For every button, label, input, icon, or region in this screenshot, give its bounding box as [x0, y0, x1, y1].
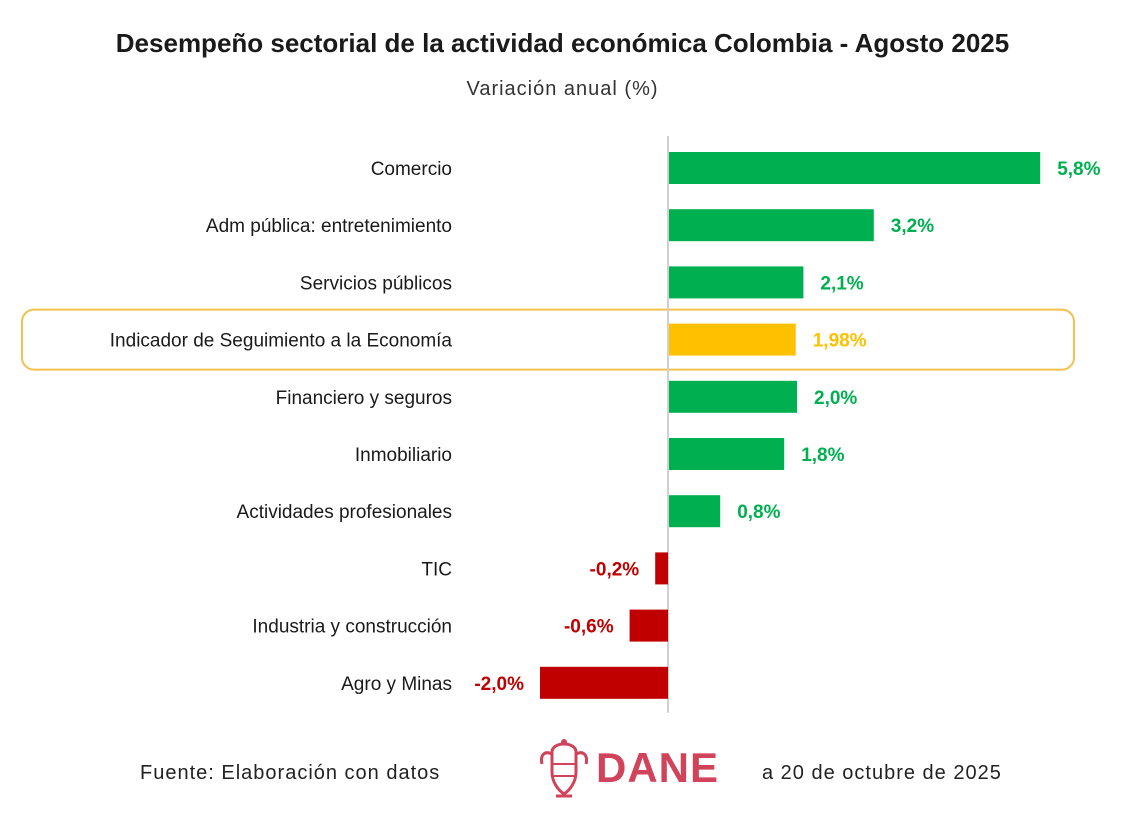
category-label: Adm pública: entretenimiento [206, 216, 452, 237]
bar-2 [669, 209, 874, 242]
chart-title: Desempeño sectorial de la actividad econ… [115, 28, 1010, 58]
chart-subtitle: Variación anual (%) [466, 78, 659, 100]
bar-8 [655, 552, 668, 585]
value-label: -2,0% [474, 674, 524, 695]
bar-9 [629, 609, 668, 642]
bar-1 [669, 152, 1041, 184]
category-label: Financiero y seguros [276, 388, 452, 409]
category-label: Industria y construcción [252, 617, 452, 638]
bar-3 [669, 266, 804, 299]
category-label: Inmobiliario [355, 445, 452, 466]
footer-source-text: Fuente: Elaboración con datos [140, 762, 441, 784]
value-label: 3,2% [891, 216, 934, 237]
value-label: 2,0% [814, 388, 857, 409]
highlight-box [21, 308, 1075, 371]
value-label: 5,8% [1057, 159, 1100, 180]
bar-7 [669, 495, 721, 528]
bar-chart: Comercio 5,8% Adm pública: entretenimiento… [21, 136, 1101, 713]
category-label: Actividades profesionales [237, 502, 452, 523]
value-label: 1,8% [801, 445, 844, 466]
category-label: TIC [421, 559, 452, 580]
value-label: 2,1% [820, 273, 863, 294]
value-label: 0,8% [737, 502, 780, 523]
bar-5 [669, 380, 797, 413]
bar-10 [540, 666, 668, 699]
bar-4 [669, 323, 796, 356]
category-label: Comercio [371, 159, 452, 180]
footer-date-text: a 20 de octubre de 2025 [762, 762, 1002, 784]
value-label: 1,98% [813, 331, 867, 352]
dane-logo-text: DANE [596, 744, 720, 791]
category-label: Indicador de Seguimiento a la Economía [110, 331, 453, 352]
category-label: Servicios públicos [300, 273, 452, 294]
value-label: -0,6% [564, 617, 614, 638]
bar-6 [669, 438, 785, 470]
colombia-coat-of-arms-icon [540, 739, 588, 798]
footer: Fuente: Elaboración con datos DANE a 20 … [0, 738, 1125, 808]
category-label: Agro y Minas [341, 674, 452, 695]
value-label: -0,2% [590, 559, 640, 580]
